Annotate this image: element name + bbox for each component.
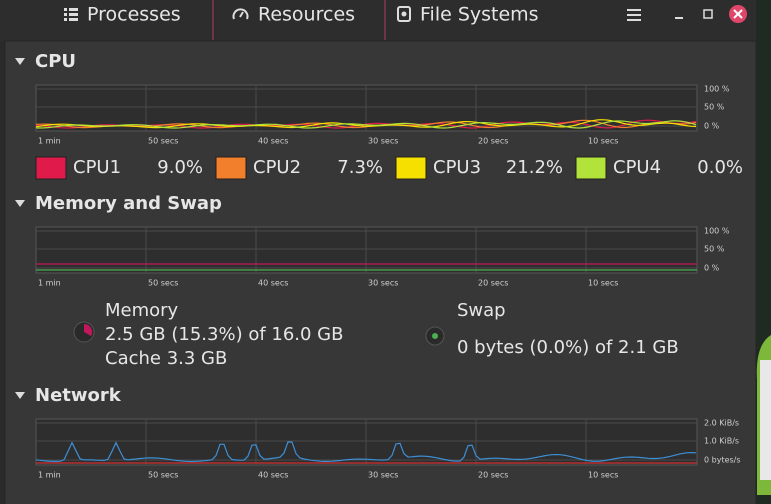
- expander[interactable]: [15, 58, 25, 65]
- y-label: 0 %: [704, 264, 720, 273]
- legend-value: 0.0%: [697, 157, 743, 178]
- time-label: 30 secs: [368, 137, 398, 146]
- time-label: 40 secs: [258, 279, 288, 288]
- section-title: CPU: [35, 51, 76, 72]
- tab-label[interactable]: Resources: [258, 4, 355, 26]
- expander[interactable]: [15, 200, 25, 207]
- time-label: 50 secs: [148, 279, 178, 288]
- desktop-logo: [760, 360, 771, 480]
- time-label: 20 secs: [478, 279, 508, 288]
- time-label: 40 secs: [258, 471, 288, 480]
- tab-resources[interactable]: Resources: [232, 4, 356, 26]
- memory-icon: [84, 323, 93, 336]
- graph-line: [35, 119, 697, 129]
- legend-name: CPU4: [613, 157, 661, 178]
- time-label: 30 secs: [368, 279, 398, 288]
- swap-used: 0 bytes (0.0%) of 2.1 GB: [457, 337, 679, 358]
- legend-name: CPU1: [73, 157, 121, 178]
- legend-swatch[interactable]: [395, 156, 427, 180]
- section-title: Network: [35, 385, 122, 406]
- time-label: 50 secs: [148, 137, 178, 146]
- close-button[interactable]: [729, 5, 747, 23]
- time-label: 10 secs: [588, 471, 618, 480]
- y-label: 100 %: [704, 85, 730, 94]
- legend-value: 9.0%: [157, 157, 203, 178]
- tab-processes[interactable]: Processes: [64, 4, 181, 26]
- y-label: 2.0 KiB/s: [704, 419, 739, 428]
- legend-value: 7.3%: [337, 157, 383, 178]
- time-label: 30 secs: [368, 471, 398, 480]
- maximize-button[interactable]: [703, 9, 713, 19]
- time-label: 20 secs: [478, 137, 508, 146]
- y-label: 50 %: [704, 103, 725, 112]
- time-label: 10 secs: [588, 279, 618, 288]
- minimize-button[interactable]: [675, 17, 683, 19]
- y-label: 0 bytes/s: [704, 456, 741, 465]
- legend-name: CPU3: [433, 157, 481, 178]
- time-label: 50 secs: [148, 471, 178, 480]
- y-label: 0 %: [704, 122, 720, 131]
- section-title: Memory and Swap: [35, 193, 222, 214]
- tab-label[interactable]: Processes: [87, 4, 181, 26]
- legend-value: 21.2%: [506, 157, 563, 178]
- graph-line: [35, 120, 697, 129]
- legend-swatch[interactable]: [575, 156, 607, 180]
- memory-cache: Cache 3.3 GB: [105, 348, 227, 369]
- memory-label: Memory: [105, 300, 179, 321]
- time-label: 10 secs: [588, 137, 618, 146]
- legend-name: CPU2: [253, 157, 301, 178]
- expander[interactable]: [15, 392, 25, 399]
- graph-line: [35, 441, 697, 463]
- memory-used: 2.5 GB (15.3%) of 16.0 GB: [105, 324, 343, 345]
- y-label: 50 %: [704, 245, 725, 254]
- swap-icon: [432, 333, 438, 339]
- swap-label: Swap: [457, 300, 506, 321]
- menu-button[interactable]: [627, 9, 641, 21]
- tab-label[interactable]: File Systems: [420, 4, 539, 26]
- time-label: 1 min: [38, 471, 61, 480]
- time-label: 40 secs: [258, 137, 288, 146]
- tab-file-systems[interactable]: File Systems: [397, 4, 539, 26]
- y-label: 100 %: [704, 227, 730, 236]
- legend-swatch[interactable]: [35, 156, 67, 180]
- time-label: 1 min: [38, 137, 61, 146]
- time-label: 1 min: [38, 279, 61, 288]
- y-label: 1.0 KiB/s: [704, 437, 739, 446]
- time-label: 20 secs: [478, 471, 508, 480]
- legend-swatch[interactable]: [215, 156, 247, 180]
